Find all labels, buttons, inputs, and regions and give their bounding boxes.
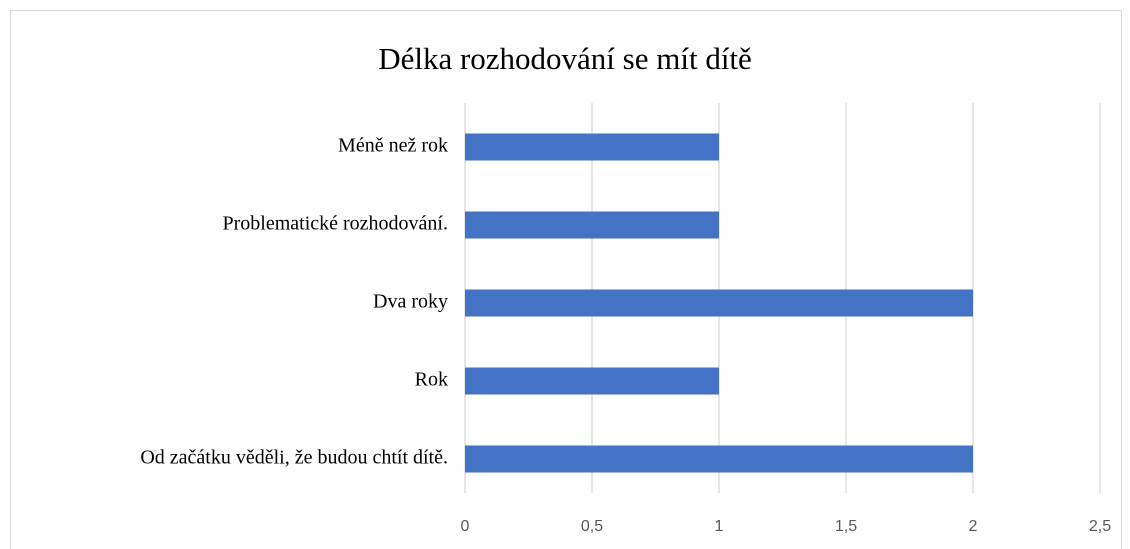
x-tick-label: 2 xyxy=(969,518,978,535)
bar xyxy=(465,289,973,317)
bar xyxy=(465,133,719,161)
y-tick-label: Problematické rozhodování. xyxy=(223,213,449,235)
x-tick-label: 0,5 xyxy=(581,518,603,535)
x-tick-label: 1,5 xyxy=(835,518,857,535)
bar xyxy=(465,367,719,395)
x-tick-label: 1 xyxy=(715,518,724,535)
y-tick-label: Méně než rok xyxy=(338,135,448,157)
y-tick-label: Dva roky xyxy=(373,291,448,313)
y-tick-label: Rok xyxy=(415,369,448,391)
chart-title: Délka rozhodování se mít dítě xyxy=(378,41,752,76)
y-tick-label: Od začátku věděli, že budou chtít dítě. xyxy=(140,447,448,469)
x-tick-label: 2,5 xyxy=(1089,518,1111,535)
bar xyxy=(465,211,719,239)
x-tick-label: 0 xyxy=(461,518,470,535)
bar xyxy=(465,445,973,473)
